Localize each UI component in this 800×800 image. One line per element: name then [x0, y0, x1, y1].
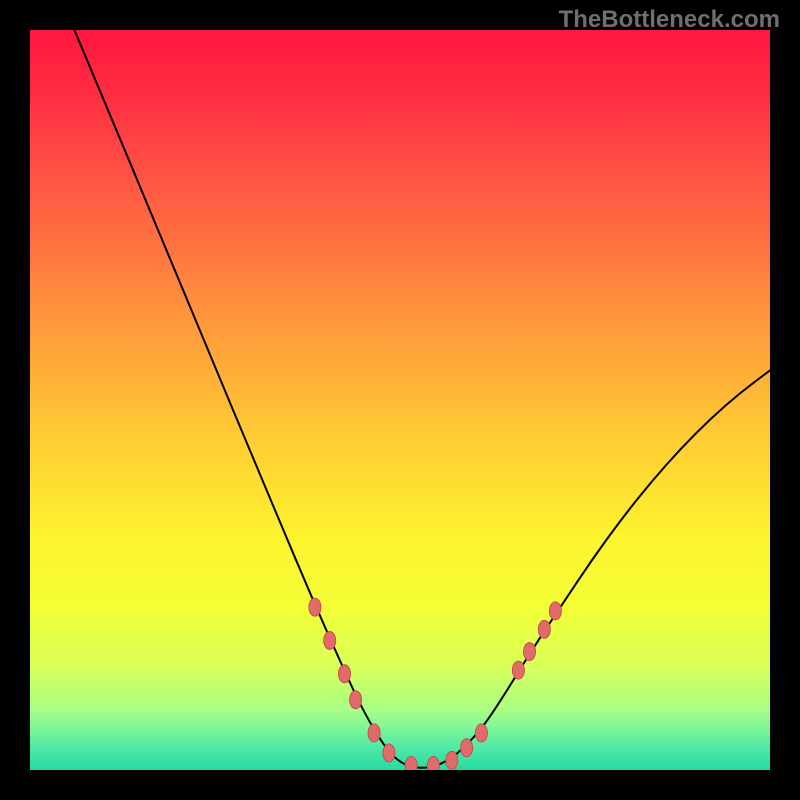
marker-point — [475, 724, 487, 742]
marker-point — [461, 739, 473, 757]
marker-point — [427, 757, 439, 770]
marker-point — [549, 602, 561, 620]
marker-point — [350, 691, 362, 709]
watermark-text: TheBottleneck.com — [559, 6, 780, 34]
marker-point — [405, 757, 417, 770]
marker-point — [446, 751, 458, 769]
marker-point — [512, 661, 524, 679]
plot-background — [30, 30, 770, 770]
chart-svg — [30, 30, 770, 770]
marker-point — [383, 744, 395, 762]
marker-point — [524, 643, 536, 661]
marker-point — [339, 665, 351, 683]
marker-point — [324, 632, 336, 650]
marker-point — [309, 598, 321, 616]
chart-frame: TheBottleneck.com — [0, 0, 800, 800]
marker-point — [368, 724, 380, 742]
marker-point — [538, 620, 550, 638]
